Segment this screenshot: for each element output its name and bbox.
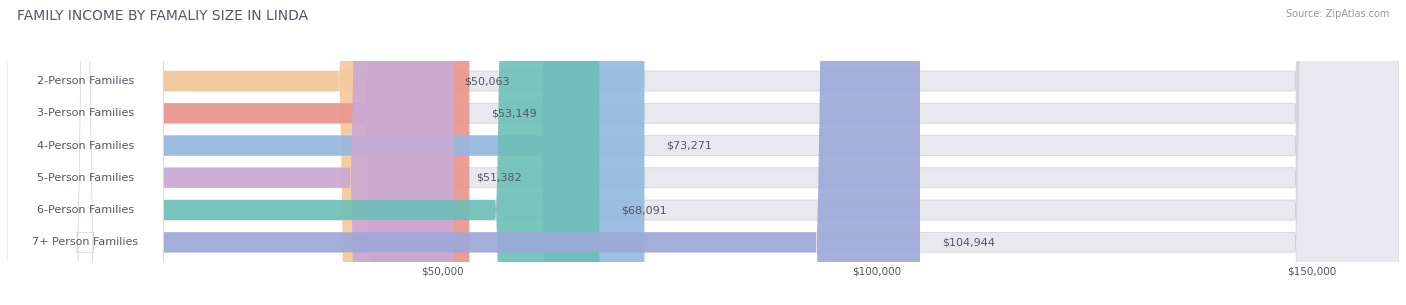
FancyBboxPatch shape (7, 0, 1399, 305)
Text: $53,149: $53,149 (491, 108, 537, 118)
FancyBboxPatch shape (7, 0, 163, 305)
Text: FAMILY INCOME BY FAMALIY SIZE IN LINDA: FAMILY INCOME BY FAMALIY SIZE IN LINDA (17, 9, 308, 23)
FancyBboxPatch shape (7, 0, 443, 305)
FancyBboxPatch shape (7, 0, 1399, 305)
Text: $51,382: $51,382 (475, 173, 522, 183)
FancyBboxPatch shape (7, 0, 920, 305)
Text: $104,944: $104,944 (942, 237, 995, 247)
FancyBboxPatch shape (7, 0, 163, 305)
FancyBboxPatch shape (7, 0, 470, 305)
Text: $68,091: $68,091 (621, 205, 666, 215)
FancyBboxPatch shape (7, 0, 599, 305)
Text: 5-Person Families: 5-Person Families (37, 173, 134, 183)
FancyBboxPatch shape (7, 0, 163, 305)
Text: 6-Person Families: 6-Person Families (37, 205, 134, 215)
Text: $73,271: $73,271 (666, 141, 711, 151)
Text: 2-Person Families: 2-Person Families (37, 76, 134, 86)
FancyBboxPatch shape (7, 0, 163, 305)
FancyBboxPatch shape (7, 0, 1399, 305)
Text: $50,063: $50,063 (464, 76, 510, 86)
FancyBboxPatch shape (7, 0, 644, 305)
Text: Source: ZipAtlas.com: Source: ZipAtlas.com (1285, 9, 1389, 19)
FancyBboxPatch shape (7, 0, 1399, 305)
Text: 4-Person Families: 4-Person Families (37, 141, 134, 151)
Text: 3-Person Families: 3-Person Families (37, 108, 134, 118)
FancyBboxPatch shape (7, 0, 163, 305)
FancyBboxPatch shape (7, 0, 454, 305)
FancyBboxPatch shape (7, 0, 1399, 305)
Text: 7+ Person Families: 7+ Person Families (32, 237, 138, 247)
FancyBboxPatch shape (7, 0, 163, 305)
FancyBboxPatch shape (7, 0, 1399, 305)
